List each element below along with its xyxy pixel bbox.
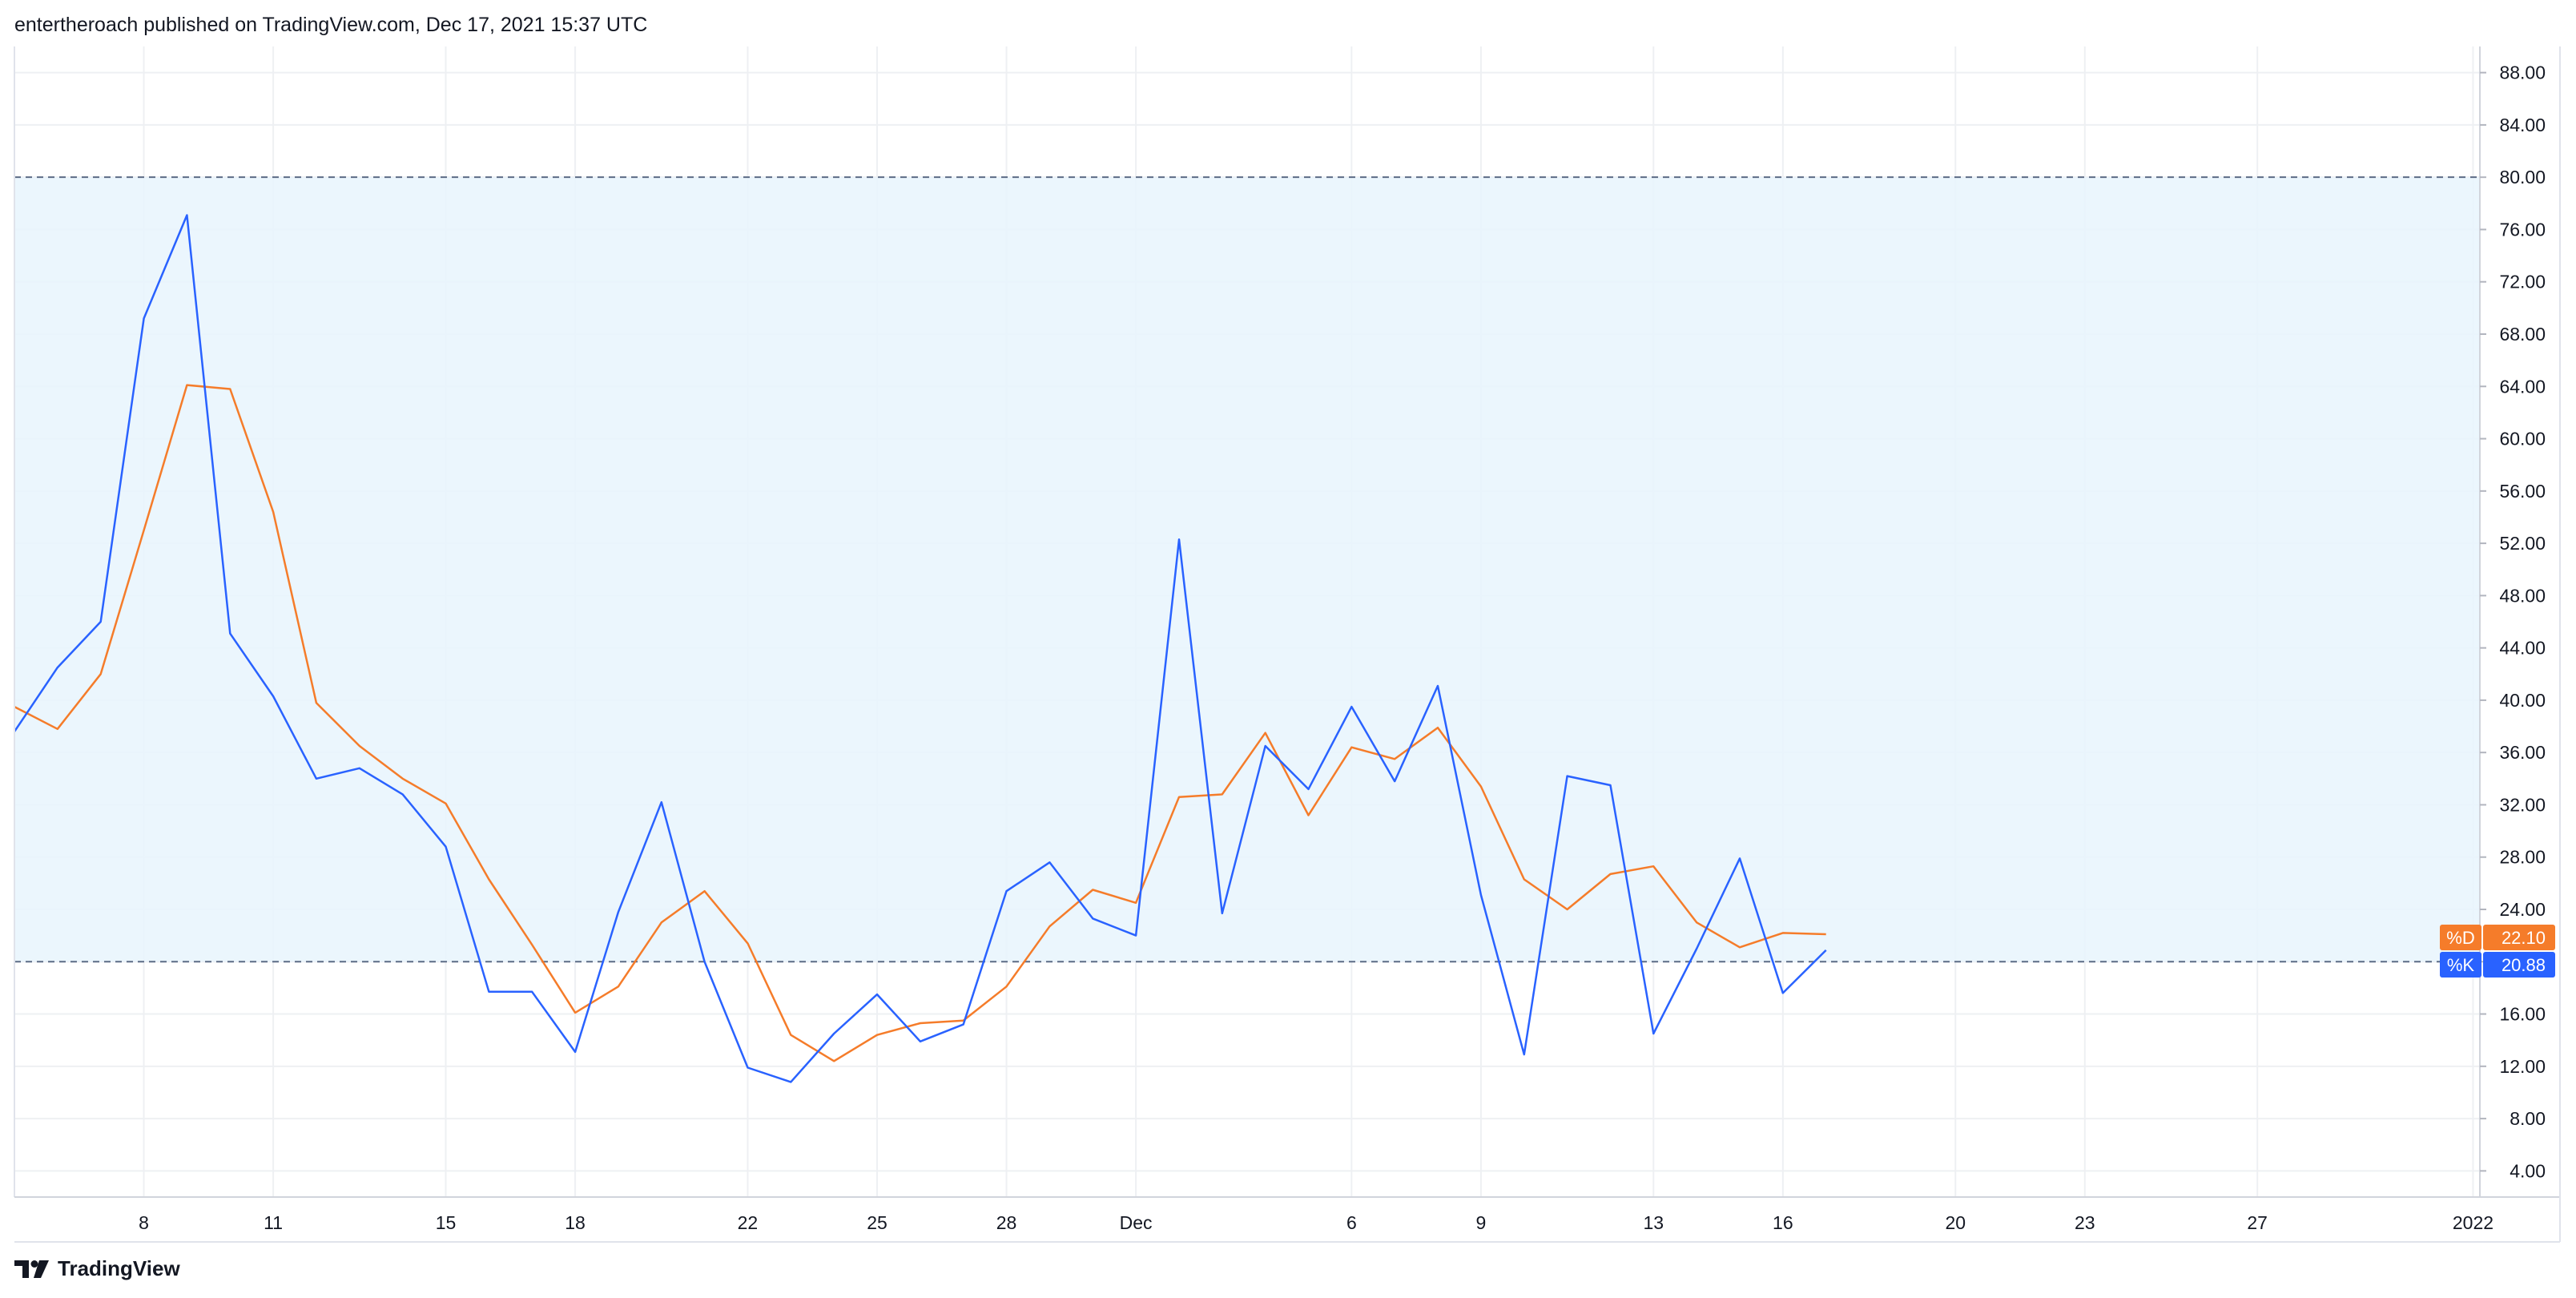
- last-value-badge-label-k: 20.88: [2502, 955, 2546, 975]
- tradingview-brand: TradingView: [58, 1256, 180, 1280]
- x-tick-label: 6: [1346, 1212, 1357, 1233]
- y-tick-label: 68.00: [2499, 324, 2546, 345]
- y-tick-label: 56.00: [2499, 481, 2546, 502]
- x-tick-label: 23: [2075, 1212, 2095, 1233]
- x-tick-label: 28: [996, 1212, 1017, 1233]
- y-tick-label: 12.00: [2499, 1056, 2546, 1077]
- overbought-oversold-band: [14, 177, 2480, 962]
- y-tick-label: 80.00: [2499, 167, 2546, 187]
- x-axis[interactable]: 8 11 15 18 22 25 28 Dec 6 9 13 16 20 23 27 2022: [139, 1212, 2493, 1233]
- x-tick-label: 25: [867, 1212, 888, 1233]
- series-line-k: [13, 214, 1827, 1083]
- y-tick-label: 76.00: [2499, 219, 2546, 240]
- series-name-badge-k: [2440, 952, 2481, 978]
- x-tick-label: Dec: [1120, 1212, 1153, 1233]
- y-tick-label: 36.00: [2499, 742, 2546, 763]
- tradingview-logo-icon: [14, 1260, 49, 1278]
- series-name-badge-d: [2440, 925, 2481, 950]
- y-tick-label: 28.00: [2499, 847, 2546, 868]
- y-tick-label: 48.00: [2499, 585, 2546, 606]
- x-tick-label: 18: [565, 1212, 586, 1233]
- y-tick-label: 40.00: [2499, 690, 2546, 711]
- x-tick-label: 2022: [2453, 1212, 2493, 1233]
- series-name-badge-label-d: %D: [2446, 928, 2474, 948]
- x-tick-label: 11: [264, 1212, 283, 1233]
- y-tick-label: 64.00: [2499, 376, 2546, 397]
- x-tick-label: 13: [1644, 1212, 1664, 1233]
- y-tick-label: 84.00: [2499, 115, 2546, 135]
- x-tick-label: 8: [139, 1212, 149, 1233]
- x-tick-label: 22: [738, 1212, 759, 1233]
- y-tick-label: 8.00: [2510, 1108, 2546, 1129]
- y-tick-label: 32.00: [2499, 794, 2546, 815]
- stochastic-chart[interactable]: 88.0084.0080.0076.0072.0068.0064.0060.00…: [0, 0, 2576, 1250]
- series-layer: [13, 214, 1827, 1083]
- series-name-badge-label-k: %K: [2447, 955, 2475, 975]
- y-tick-label: 52.00: [2499, 533, 2546, 554]
- last-value-badge-label-d: 22.10: [2502, 928, 2546, 948]
- y-tick-label: 24.00: [2499, 899, 2546, 920]
- x-tick-label: 16: [1773, 1212, 1793, 1233]
- x-tick-label: 20: [1945, 1212, 1966, 1233]
- last-value-badge-d: [2483, 925, 2555, 950]
- x-tick-label: 15: [436, 1212, 457, 1233]
- series-line-d: [14, 384, 1826, 1062]
- value-badges: %D 22.10 %K 20.88: [2440, 925, 2555, 978]
- footer: TradingView: [14, 1256, 180, 1281]
- y-tick-label: 60.00: [2499, 429, 2546, 449]
- y-tick-label: 4.00: [2510, 1160, 2546, 1181]
- y-axis[interactable]: 88.00 84.00 80.00 76.00 72.00 68.00 64.00 60.00…: [2480, 62, 2546, 1182]
- last-value-badge-k: [2483, 952, 2555, 978]
- y-tick-label: 16.00: [2499, 1004, 2546, 1025]
- y-tick-label: 72.00: [2499, 272, 2546, 292]
- y-tick-label: 44.00: [2499, 638, 2546, 659]
- published-by-header: entertheroach published on TradingView.c…: [14, 14, 648, 36]
- x-tick-label: 27: [2247, 1212, 2268, 1233]
- y-tick-label: 88.00: [2499, 62, 2546, 83]
- x-tick-label: 9: [1476, 1212, 1487, 1233]
